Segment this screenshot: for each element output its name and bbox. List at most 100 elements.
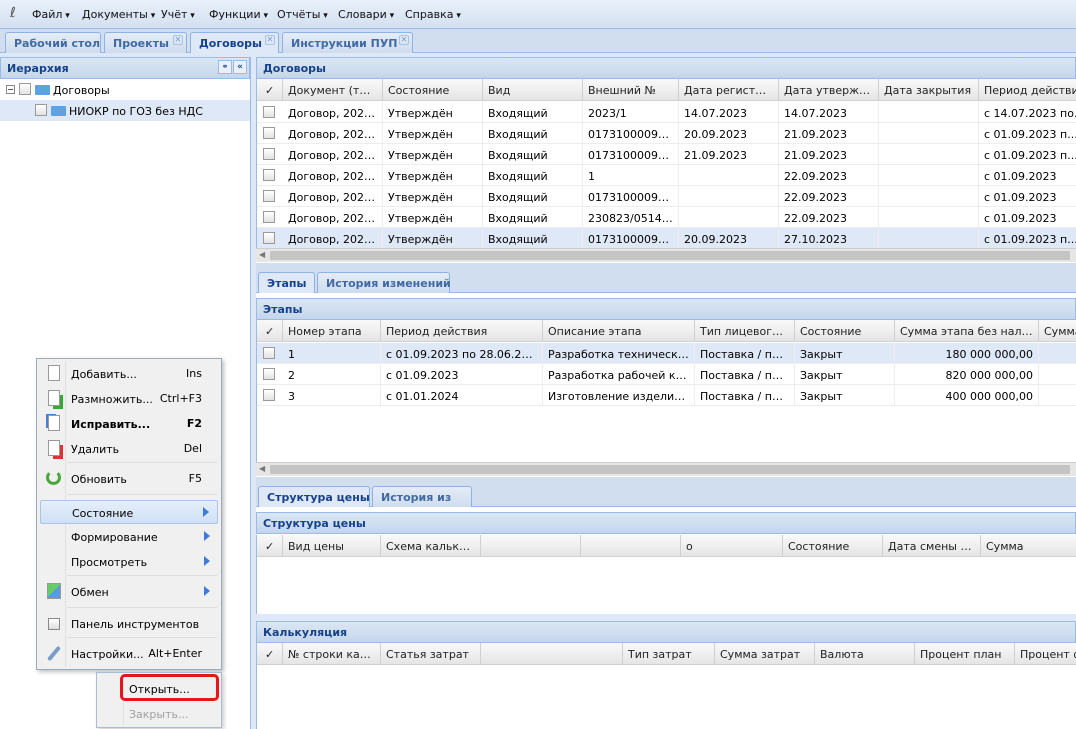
row-checkbox[interactable] xyxy=(263,148,275,160)
menu-item-2[interactable]: Исправить... F2 xyxy=(40,412,218,436)
menu-dictionaries[interactable]: Словари xyxy=(338,8,394,21)
column-header[interactable]: Период действия... xyxy=(979,79,1076,101)
column-header[interactable]: Номер этапа xyxy=(283,320,381,342)
table-row[interactable]: Договор, 2023/... Утверждён Входящий 017310… xyxy=(257,144,1076,165)
column-header[interactable]: Дата смены состояния xyxy=(883,535,981,557)
column-header[interactable]: Процент ф xyxy=(1015,643,1076,665)
menu-help[interactable]: Справка xyxy=(405,8,461,21)
close-icon[interactable]: ✕ xyxy=(173,35,183,45)
row-checkbox[interactable] xyxy=(263,368,275,380)
table-cell: Разработка рабочей конс... xyxy=(543,364,695,385)
column-header[interactable]: Дата утверждения xyxy=(779,79,879,101)
column-header[interactable]: Схема калькуляции xyxy=(381,535,481,557)
column-header[interactable]: Внешний № xyxy=(583,79,679,101)
row-checkbox[interactable] xyxy=(263,106,275,118)
column-header[interactable]: Период действия xyxy=(381,320,543,342)
column-header[interactable]: Дата закрытия xyxy=(879,79,979,101)
menu-item-open[interactable]: Открыть... xyxy=(100,677,218,699)
column-header[interactable]: Вид xyxy=(483,79,583,101)
menu-item-5[interactable]: Состояние xyxy=(40,500,218,524)
menu-item-4[interactable]: Обновить F5 xyxy=(40,467,218,491)
menu-item-1[interactable]: Размножить... Ctrl+F3 xyxy=(40,387,218,411)
menu-accounting[interactable]: Учёт xyxy=(161,8,195,21)
tree-node-contracts[interactable]: − Договоры xyxy=(0,79,250,100)
column-header[interactable]: Описание этапа xyxy=(543,320,695,342)
row-checkbox[interactable] xyxy=(263,347,275,359)
menu-reports[interactable]: Отчёты xyxy=(277,8,328,21)
tree-node-niokr[interactable]: НИОКР по ГОЗ без НДС xyxy=(0,100,250,121)
select-all-checkmark[interactable]: ✓ xyxy=(257,320,283,342)
table-row[interactable]: Договор, 2023/... Утверждён Входящий 1 22.09… xyxy=(257,165,1076,186)
close-icon[interactable]: ✕ xyxy=(265,35,275,45)
grid-header: ✓№ строки калькуляцииСтатья затрат Тип за… xyxy=(257,643,1076,665)
tab-change-history[interactable]: История изменений xyxy=(317,272,451,293)
tab-price-history[interactable]: История из xyxy=(372,486,472,507)
column-header[interactable]: Тип затрат xyxy=(623,643,715,665)
menu-file[interactable]: Файл xyxy=(32,8,70,21)
column-header[interactable]: Сумма xyxy=(981,535,1076,557)
tree-checkbox[interactable] xyxy=(19,83,31,95)
menu-functions[interactable]: Функции xyxy=(209,8,268,21)
tab-contracts[interactable]: Договоры ✕ xyxy=(190,32,279,54)
table-row[interactable]: Договор, 2023/... Утверждён Входящий 017310… xyxy=(257,186,1076,207)
table-row[interactable]: Договор, 2023/... Утверждён Входящий 017310… xyxy=(257,228,1076,248)
table-row[interactable]: Договор, 2023/... Утверждён Входящий 017310… xyxy=(257,123,1076,144)
column-header[interactable]: Валюта xyxy=(815,643,915,665)
tab-projects[interactable]: Проекты ✕ xyxy=(104,32,187,53)
column-header[interactable]: Состояние xyxy=(795,320,895,342)
column-header[interactable]: о xyxy=(681,535,783,557)
table-cell: Договор, 2023/... xyxy=(283,144,383,165)
row-checkbox[interactable] xyxy=(263,190,275,202)
column-header[interactable]: Тип лицевого счёт xyxy=(695,320,795,342)
row-checkbox[interactable] xyxy=(263,232,275,244)
menu-item-9[interactable]: Панель инструментов xyxy=(40,612,218,636)
menu-item-0[interactable]: Добавить... Ins xyxy=(40,362,218,386)
column-header[interactable] xyxy=(581,535,681,557)
column-header[interactable]: Документ (тип, № xyxy=(283,79,383,101)
select-all-checkmark[interactable]: ✓ xyxy=(257,535,283,557)
menu-documents[interactable]: Документы xyxy=(82,8,155,21)
column-header[interactable]: Состояние xyxy=(383,79,483,101)
select-all-checkmark[interactable]: ✓ xyxy=(257,643,283,665)
tab-desktop[interactable]: Рабочий стол xyxy=(5,32,101,53)
menu-item-10[interactable]: Настройки... Alt+Enter xyxy=(40,642,218,666)
menu-item-6[interactable]: Формирование xyxy=(40,525,218,549)
table-cell: 14.07.2023 xyxy=(679,102,779,123)
close-icon[interactable]: ✕ xyxy=(399,35,409,45)
table-row[interactable]: Договор, 2023/... Утверждён Входящий 230823… xyxy=(257,207,1076,228)
table-row[interactable]: Договор, 2023/... Утверждён Входящий 2023/1… xyxy=(257,102,1076,123)
menu-item-7[interactable]: Просмотреть xyxy=(40,550,218,574)
column-header[interactable]: Состояние xyxy=(783,535,883,557)
menu-item-3[interactable]: Удалить Del xyxy=(40,437,218,461)
tab-price-structure[interactable]: Структура цены xyxy=(258,486,370,507)
stages-scrollbar[interactable]: ◀ xyxy=(256,462,1076,476)
select-all-checkmark[interactable]: ✓ xyxy=(257,79,283,101)
column-header[interactable] xyxy=(481,535,581,557)
column-header[interactable]: Сумма затрат xyxy=(715,643,815,665)
contracts-scrollbar[interactable]: ◀ xyxy=(256,248,1076,262)
collapse-node-icon[interactable]: − xyxy=(6,85,15,94)
tree-checkbox[interactable] xyxy=(35,104,47,116)
column-header[interactable]: Сумма xyxy=(1039,320,1076,342)
column-header[interactable]: Сумма этапа без налогов xyxy=(895,320,1039,342)
column-header[interactable] xyxy=(481,643,623,665)
row-checkbox[interactable] xyxy=(263,389,275,401)
row-checkbox[interactable] xyxy=(263,127,275,139)
tab-pup-instructions[interactable]: Инструкции ПУП ✕ xyxy=(282,32,413,53)
column-header[interactable]: Дата регистрации... xyxy=(679,79,779,101)
row-checkbox[interactable] xyxy=(263,169,275,181)
binoculars-icon[interactable]: ⚭ xyxy=(218,60,232,74)
column-header[interactable]: Процент план xyxy=(915,643,1015,665)
row-checkbox[interactable] xyxy=(263,211,275,223)
column-header[interactable]: № строки калькуляции xyxy=(283,643,381,665)
collapse-left-icon[interactable]: « xyxy=(233,60,247,74)
tab-stages[interactable]: Этапы xyxy=(258,272,315,293)
column-header[interactable]: Статья затрат xyxy=(381,643,481,665)
column-header[interactable]: Вид цены xyxy=(283,535,381,557)
splitter[interactable] xyxy=(251,57,256,729)
menu-item-8[interactable]: Обмен xyxy=(40,580,218,604)
